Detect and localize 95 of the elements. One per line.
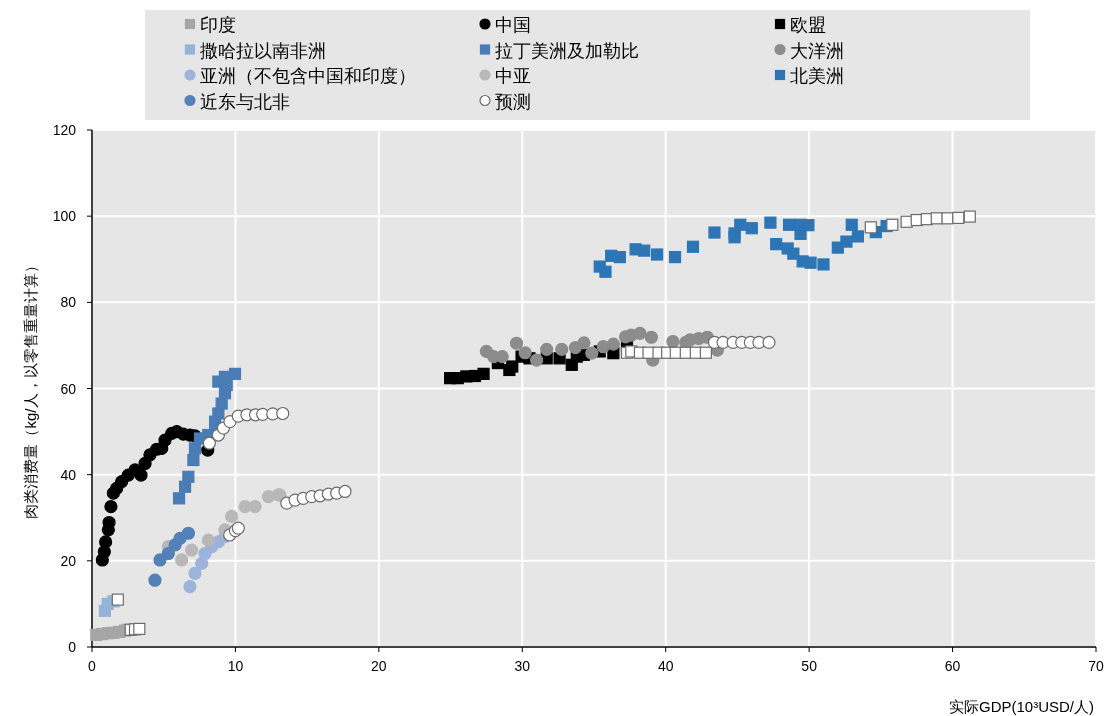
y-tick-label: 80 [60,294,77,311]
point [215,397,228,410]
point [540,342,554,356]
y-tick-label: 120 [52,122,77,138]
point [686,240,700,253]
point [185,543,199,557]
point [651,248,664,261]
point [585,346,599,360]
x-tick-label: 70 [1088,658,1104,674]
point [133,622,146,636]
point [555,342,569,356]
x-tick-label: 60 [944,658,961,674]
y-tick-label: 100 [52,208,77,225]
point [952,211,965,224]
x-tick-label: 20 [371,658,387,674]
point [225,509,239,524]
legend-label: 近东与北非 [200,91,290,112]
point [745,222,758,235]
point [633,326,647,340]
point [175,553,189,567]
point [153,553,167,567]
point [764,216,777,229]
legend-label: 亚洲（不包含中国和印度） [200,66,416,86]
point [770,238,783,251]
point [228,367,242,380]
x-tick-label: 40 [657,658,674,674]
point [161,546,175,561]
point [530,353,544,367]
point [188,442,202,455]
point [477,367,490,380]
point [644,330,658,344]
point [134,468,148,482]
point [787,247,800,260]
point [606,337,620,351]
point [666,334,680,349]
point [668,251,682,264]
legend-label: 印度 [200,15,236,35]
legend-label: 拉丁美洲及加勒比 [495,40,639,61]
y-tick-label: 20 [60,552,77,569]
point [518,346,532,360]
point [248,499,262,514]
point [104,499,118,514]
point [509,336,524,350]
point [963,210,976,223]
point [613,251,626,264]
point [182,470,195,483]
point [506,360,519,373]
point [762,335,776,349]
legend-label: 中亚 [495,66,531,86]
point [845,218,858,231]
point [734,218,747,231]
x-tick-label: 0 [88,658,97,674]
legend-label: 欧盟 [790,15,826,35]
legend-label: 撒哈拉以南非洲 [200,40,326,61]
point [782,218,796,231]
x-tick-label: 50 [801,658,818,674]
x-tick-label: 30 [514,658,531,674]
point [638,244,651,257]
point [728,231,741,244]
point [188,566,202,580]
y-tick-label: 60 [60,380,77,397]
y-axis-title: 肉类消费量（kg/人，以零售重量计算） [22,258,39,519]
point [111,593,124,606]
y-tick-label: 0 [68,639,77,655]
point [172,492,186,505]
point [187,453,200,467]
point [599,265,612,278]
legend-label: 预测 [495,91,531,112]
point [864,221,877,234]
point [596,340,610,354]
point [851,230,865,243]
point [941,212,954,225]
point [708,226,721,239]
point [495,350,509,364]
point [148,573,162,587]
point [840,235,853,248]
point [99,535,113,549]
legend-label: 北美洲 [790,66,844,86]
point [804,256,817,269]
point [338,484,352,499]
point [201,533,215,547]
point [817,258,830,271]
point [202,436,216,450]
point [276,406,290,421]
legend-label: 大洋洲 [790,40,844,61]
legend-label: 中国 [495,15,531,35]
point [183,580,197,594]
point [577,336,591,350]
point [886,218,899,231]
x-tick-label: 10 [227,658,244,674]
y-tick-label: 40 [60,466,77,483]
x-axis-title: 实际GDP(10³USD/人) [948,698,1094,715]
point [699,346,712,359]
point [181,526,195,540]
point [802,219,815,232]
